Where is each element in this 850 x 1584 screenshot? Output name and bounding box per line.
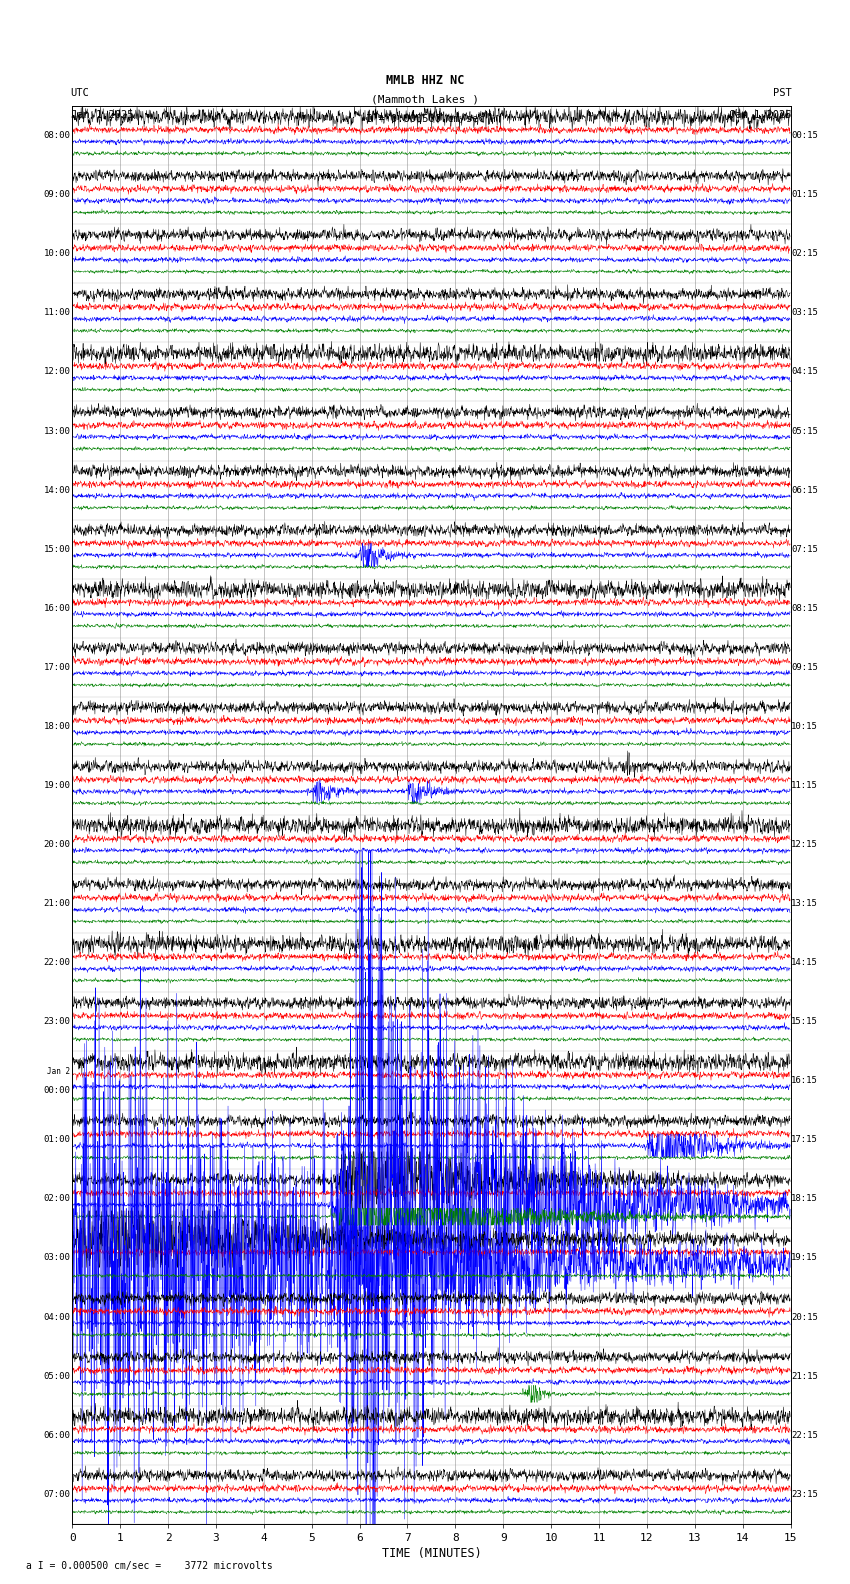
Text: 10:00: 10:00 bbox=[43, 249, 71, 258]
X-axis label: TIME (MINUTES): TIME (MINUTES) bbox=[382, 1548, 481, 1560]
Text: 23:00: 23:00 bbox=[43, 1017, 71, 1026]
Text: 11:15: 11:15 bbox=[791, 781, 819, 790]
Text: 10:15: 10:15 bbox=[791, 722, 819, 730]
Text: 04:15: 04:15 bbox=[791, 367, 819, 377]
Text: 05:00: 05:00 bbox=[43, 1372, 71, 1381]
Text: Jan 1,2025: Jan 1,2025 bbox=[71, 111, 133, 120]
Text: 15:15: 15:15 bbox=[791, 1017, 819, 1026]
Text: MMLB HHZ NC: MMLB HHZ NC bbox=[386, 74, 464, 87]
Text: UTC: UTC bbox=[71, 89, 89, 98]
Text: 11:00: 11:00 bbox=[43, 309, 71, 317]
Text: 20:15: 20:15 bbox=[791, 1313, 819, 1321]
Text: 21:15: 21:15 bbox=[791, 1372, 819, 1381]
Text: 22:15: 22:15 bbox=[791, 1430, 819, 1440]
Text: 01:15: 01:15 bbox=[791, 190, 819, 200]
Text: PST: PST bbox=[773, 89, 791, 98]
Text: 22:00: 22:00 bbox=[43, 958, 71, 968]
Text: 23:15: 23:15 bbox=[791, 1491, 819, 1498]
Text: 08:15: 08:15 bbox=[791, 604, 819, 613]
Text: 08:00: 08:00 bbox=[43, 131, 71, 139]
Text: 07:15: 07:15 bbox=[791, 545, 819, 554]
Text: 06:15: 06:15 bbox=[791, 486, 819, 494]
Text: I = 0.000500 cm/sec: I = 0.000500 cm/sec bbox=[366, 114, 484, 124]
Text: 17:15: 17:15 bbox=[791, 1136, 819, 1144]
Text: 13:15: 13:15 bbox=[791, 900, 819, 908]
Text: 21:00: 21:00 bbox=[43, 900, 71, 908]
Text: 06:00: 06:00 bbox=[43, 1430, 71, 1440]
Text: 05:15: 05:15 bbox=[791, 426, 819, 436]
Text: 12:15: 12:15 bbox=[791, 840, 819, 849]
Text: 16:15: 16:15 bbox=[791, 1076, 819, 1085]
Text: 15:00: 15:00 bbox=[43, 545, 71, 554]
Text: (Mammoth Lakes ): (Mammoth Lakes ) bbox=[371, 95, 479, 105]
Text: 00:15: 00:15 bbox=[791, 131, 819, 139]
Text: Jan 2: Jan 2 bbox=[48, 1068, 71, 1076]
Text: 19:00: 19:00 bbox=[43, 781, 71, 790]
Text: 00:00: 00:00 bbox=[43, 1085, 71, 1095]
Text: 07:00: 07:00 bbox=[43, 1491, 71, 1498]
Text: 09:00: 09:00 bbox=[43, 190, 71, 200]
Text: 14:00: 14:00 bbox=[43, 486, 71, 494]
Text: 01:00: 01:00 bbox=[43, 1136, 71, 1144]
Text: 02:15: 02:15 bbox=[791, 249, 819, 258]
Text: 14:15: 14:15 bbox=[791, 958, 819, 968]
Text: 09:15: 09:15 bbox=[791, 662, 819, 672]
Text: 20:00: 20:00 bbox=[43, 840, 71, 849]
Text: 19:15: 19:15 bbox=[791, 1253, 819, 1262]
Text: 02:00: 02:00 bbox=[43, 1194, 71, 1204]
Text: a I = 0.000500 cm/sec =    3772 microvolts: a I = 0.000500 cm/sec = 3772 microvolts bbox=[26, 1562, 272, 1571]
Text: 03:15: 03:15 bbox=[791, 309, 819, 317]
Text: 17:00: 17:00 bbox=[43, 662, 71, 672]
Text: 13:00: 13:00 bbox=[43, 426, 71, 436]
Text: Jan 1,2025: Jan 1,2025 bbox=[728, 111, 791, 120]
Text: 04:00: 04:00 bbox=[43, 1313, 71, 1321]
Text: 03:00: 03:00 bbox=[43, 1253, 71, 1262]
Text: 16:00: 16:00 bbox=[43, 604, 71, 613]
Text: 18:00: 18:00 bbox=[43, 722, 71, 730]
Text: 18:15: 18:15 bbox=[791, 1194, 819, 1204]
Text: 12:00: 12:00 bbox=[43, 367, 71, 377]
